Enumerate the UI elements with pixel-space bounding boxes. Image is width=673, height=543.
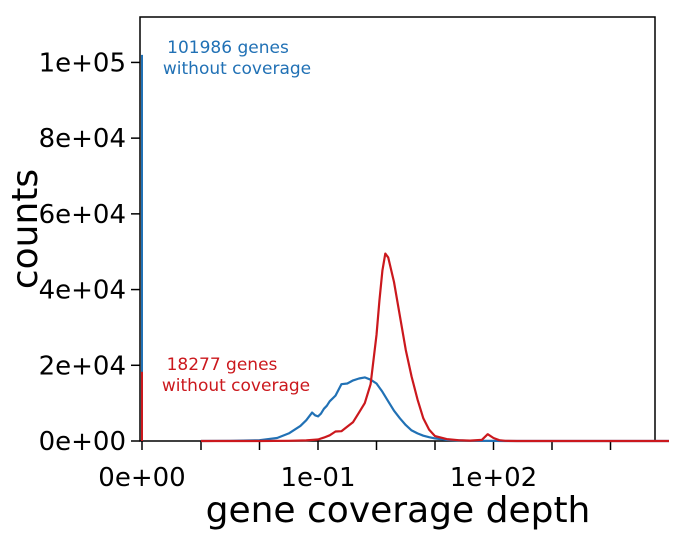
annotation-red-count: 18277 genes [167,355,278,375]
annotation-blue-count: 101986 genes [167,38,289,58]
x-tick-label: 1e+02 [450,463,537,493]
y-tick-label: 6e+04 [39,200,126,230]
plot-area-frame [139,16,656,442]
annotation-red-label: without coverage [162,376,310,396]
y-tick-label: 0e+00 [39,427,126,457]
x-tick-label: 0e+00 [98,463,185,493]
y-axis-label: counts [5,169,46,289]
blue-series-line [200,376,669,443]
y-tick-label: 2e+04 [39,351,126,381]
y-tick-label: 1e+05 [39,48,126,78]
x-axis-label: gene coverage depth [206,490,591,531]
annotation-blue-label: without coverage [163,59,311,79]
x-tick-label: 1e-01 [280,463,355,493]
y-tick-label: 4e+04 [39,276,126,306]
y-tick-label: 8e+04 [39,124,126,154]
red-series-line [201,252,669,443]
